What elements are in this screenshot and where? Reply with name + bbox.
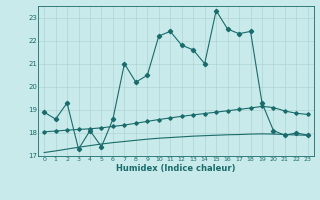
X-axis label: Humidex (Indice chaleur): Humidex (Indice chaleur) bbox=[116, 164, 236, 173]
